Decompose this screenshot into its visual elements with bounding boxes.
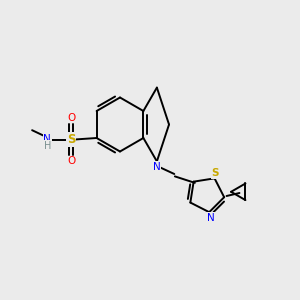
Text: N: N (43, 134, 51, 144)
Text: N: N (207, 213, 214, 223)
Text: N: N (153, 162, 161, 172)
Text: O: O (67, 112, 75, 123)
Text: O: O (67, 156, 75, 167)
Text: S: S (212, 168, 219, 178)
Text: S: S (67, 133, 75, 146)
Text: H: H (44, 140, 52, 151)
